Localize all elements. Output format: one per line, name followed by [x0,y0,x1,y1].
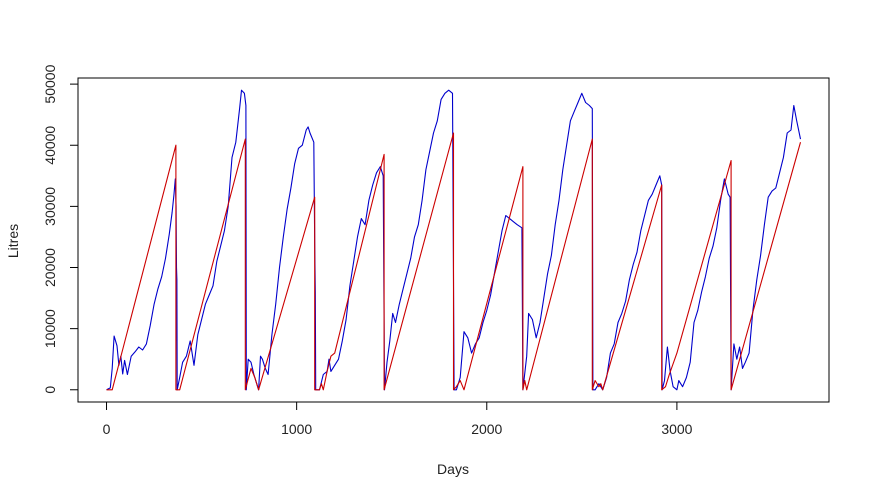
y-axis-title: Litres [5,224,21,258]
x-tick-label: 0 [103,421,111,437]
y-tick-label: 10000 [42,309,58,348]
y-tick-label: 40000 [42,126,58,165]
y-tick-label: 30000 [42,187,58,226]
y-tick-label: 0 [42,386,58,394]
y-tick-label: 20000 [42,248,58,287]
y-axis: 0 10000 20000 30000 40000 50000 [42,64,79,394]
x-tick-label: 2000 [471,421,502,437]
x-tick-label: 3000 [661,421,692,437]
series-line-1 [106,89,802,391]
x-axis: 0 1000 2000 3000 [103,401,693,437]
y-tick-label: 50000 [42,64,58,103]
plot-area [106,89,802,391]
series-line-2 [106,132,802,391]
x-axis-title: Days [437,461,469,477]
x-tick-label: 1000 [281,421,312,437]
